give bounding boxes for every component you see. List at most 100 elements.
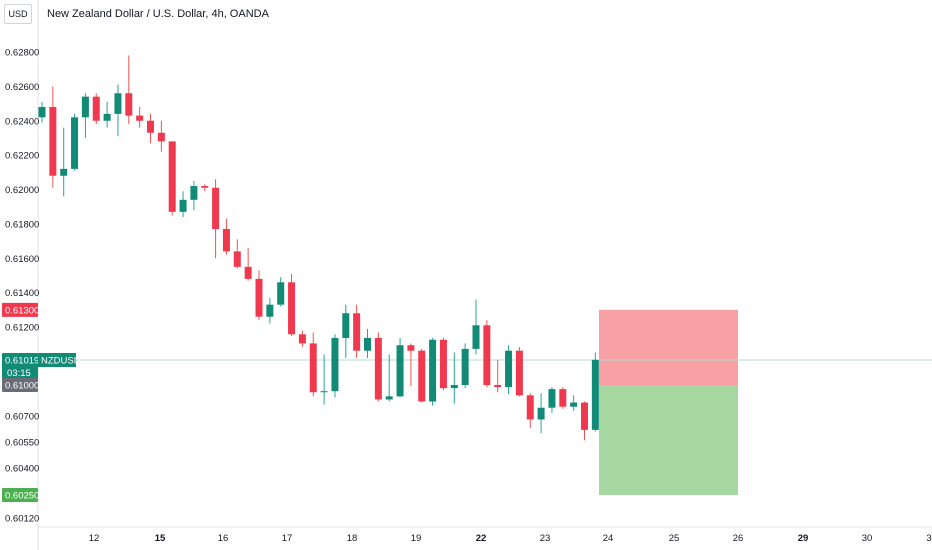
x-tick-label: 15	[155, 533, 166, 544]
candle[interactable]	[385, 354, 393, 402]
candle[interactable]	[136, 107, 144, 128]
candle-body	[342, 313, 350, 338]
candle-body	[92, 96, 100, 121]
currency-label[interactable]: USD	[4, 4, 32, 24]
candle[interactable]	[125, 55, 133, 125]
candle-body	[407, 345, 415, 351]
candle-body	[461, 348, 469, 385]
candle-body	[114, 93, 122, 114]
candle[interactable]	[548, 387, 556, 413]
y-tick-label: 0.60400	[5, 464, 39, 475]
candle[interactable]	[439, 337, 447, 391]
candle[interactable]	[570, 395, 578, 411]
candle[interactable]	[429, 337, 437, 406]
candle[interactable]	[309, 332, 317, 397]
candle-body	[222, 229, 230, 252]
symbol-label: NZDUSD	[41, 356, 81, 367]
candle[interactable]	[233, 239, 241, 269]
candle[interactable]	[92, 93, 100, 125]
candle[interactable]	[277, 277, 285, 307]
candle[interactable]	[483, 320, 491, 388]
candle[interactable]	[407, 343, 415, 387]
candle[interactable]	[472, 299, 480, 355]
candle[interactable]	[396, 337, 404, 398]
candle-body	[472, 325, 480, 349]
candle-body	[591, 359, 599, 430]
candle[interactable]	[38, 101, 46, 123]
candle[interactable]	[559, 387, 567, 409]
y-tick-label: 0.61200	[5, 323, 39, 334]
candle[interactable]	[288, 273, 296, 337]
candle[interactable]	[168, 141, 176, 216]
candle-body	[81, 96, 89, 118]
candle[interactable]	[60, 127, 68, 197]
entry-tag[interactable]: 0.61000	[2, 378, 39, 392]
candle-body	[309, 343, 317, 393]
candle-body	[136, 115, 144, 121]
candle[interactable]	[244, 247, 252, 281]
candle[interactable]	[190, 180, 198, 211]
candle[interactable]	[255, 270, 263, 321]
x-tick-label: 26	[733, 533, 744, 544]
candle[interactable]	[342, 304, 350, 358]
candle[interactable]	[222, 218, 230, 255]
candle[interactable]	[537, 393, 545, 434]
candle[interactable]	[494, 359, 502, 393]
candle[interactable]	[418, 348, 426, 403]
candle-body	[526, 395, 534, 420]
candle[interactable]	[266, 297, 274, 324]
x-tick-label: 16	[218, 533, 229, 544]
take-profit-zone[interactable]	[599, 385, 738, 495]
x-tick-label: 3	[926, 533, 931, 544]
target-tag[interactable]: 0.60250	[2, 488, 39, 502]
candle[interactable]	[364, 328, 371, 358]
candle[interactable]	[320, 354, 328, 405]
candle-body	[320, 391, 328, 393]
stop-tag-bg	[2, 302, 38, 317]
y-tick-label: 0.62000	[5, 185, 39, 196]
stop-tag-value: 0.61300	[5, 305, 39, 316]
candle-body	[429, 339, 437, 402]
candle[interactable]	[81, 93, 89, 138]
candle[interactable]	[331, 334, 339, 398]
candle[interactable]	[147, 113, 154, 144]
y-tick-label: 0.60120	[5, 514, 39, 525]
candle[interactable]	[212, 179, 220, 259]
candle-body	[515, 350, 523, 396]
candle[interactable]	[103, 101, 111, 128]
stop-tag[interactable]: 0.61300	[2, 302, 39, 317]
candle[interactable]	[179, 191, 187, 217]
candle[interactable]	[450, 352, 458, 404]
candle-body	[331, 337, 339, 392]
candle[interactable]	[581, 401, 588, 441]
candle[interactable]	[461, 343, 469, 389]
candle[interactable]	[353, 304, 361, 358]
candle-body	[255, 278, 263, 317]
stop-loss-zone[interactable]	[599, 309, 738, 385]
y-tick-label: 0.61800	[5, 219, 39, 230]
x-tick-label: 19	[411, 533, 422, 544]
x-tick-label: 17	[282, 533, 293, 544]
candle[interactable]	[71, 113, 79, 171]
candle-body	[38, 107, 46, 118]
candle[interactable]	[374, 332, 382, 402]
candle[interactable]	[591, 352, 599, 432]
candle[interactable]	[505, 345, 513, 395]
candle-body	[385, 396, 393, 400]
x-tick-label: 12	[89, 533, 100, 544]
candle-body	[537, 407, 545, 420]
candle[interactable]	[157, 120, 165, 152]
candle[interactable]	[515, 347, 523, 397]
x-tick-label: 22	[476, 533, 487, 544]
candle[interactable]	[49, 86, 57, 188]
candle-body	[396, 345, 404, 397]
candle-body	[288, 282, 296, 335]
x-tick-label: 18	[347, 533, 358, 544]
candle[interactable]	[298, 330, 306, 348]
candle[interactable]	[526, 393, 534, 429]
candle[interactable]	[201, 184, 209, 192]
candle[interactable]	[114, 84, 122, 137]
candle-body	[559, 389, 567, 407]
